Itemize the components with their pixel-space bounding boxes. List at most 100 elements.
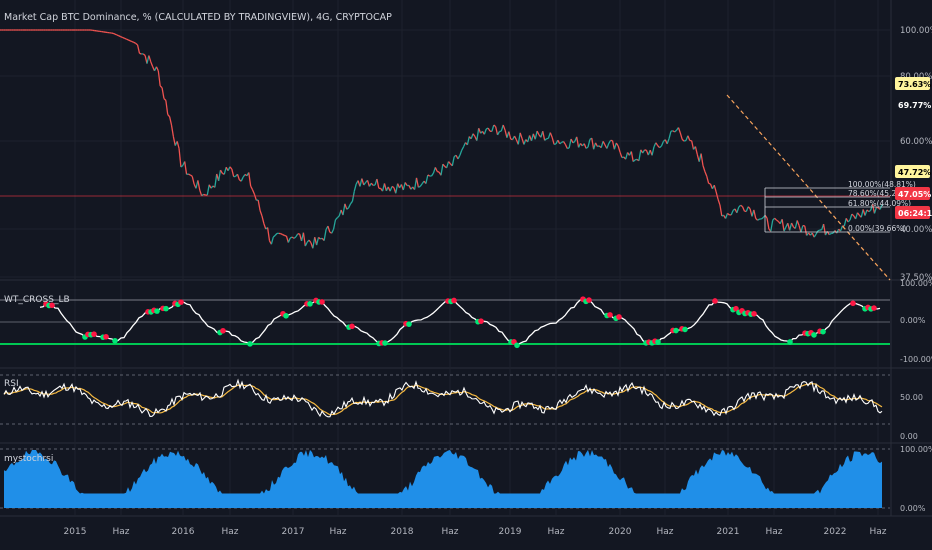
price-candle xyxy=(483,128,487,135)
price-candle xyxy=(485,127,489,130)
time-axis-label: Haz xyxy=(869,527,886,537)
price-candle xyxy=(418,185,421,188)
price-candle xyxy=(576,136,580,148)
price-candle xyxy=(504,130,508,138)
wt-buy-dot xyxy=(247,341,253,347)
time-axis-label: Haz xyxy=(656,527,673,537)
symbol-title[interactable]: Market Cap BTC Dominance, % (CALCULATED … xyxy=(4,12,392,23)
price-candle xyxy=(442,163,446,167)
indicator-label-wt[interactable]: WT_CROSS_LB xyxy=(4,295,70,305)
price-candle xyxy=(184,161,188,175)
price-candle xyxy=(783,226,787,232)
wt-sell-dot xyxy=(451,297,457,304)
wt-buy-dot xyxy=(655,339,661,345)
price-tag: 47.72% xyxy=(898,168,931,177)
price-candle xyxy=(822,223,827,236)
price-candle xyxy=(191,176,195,185)
time-axis-label: Haz xyxy=(765,527,782,537)
wt-buy-dot xyxy=(163,305,169,312)
price-candle xyxy=(666,138,670,145)
price-candle xyxy=(854,212,859,220)
price-candle xyxy=(513,135,517,140)
price-candle xyxy=(597,145,600,148)
price-candle xyxy=(708,182,711,185)
price-candle xyxy=(476,128,480,141)
price-candle xyxy=(839,225,844,232)
price-candle xyxy=(348,203,352,208)
price-candle xyxy=(851,213,855,217)
price-candle xyxy=(425,174,429,184)
price-candle xyxy=(363,182,367,186)
price-candle xyxy=(655,142,659,147)
stoch-area xyxy=(4,450,882,508)
price-candle xyxy=(440,164,444,176)
price-candle xyxy=(188,173,191,176)
price-candle xyxy=(432,167,436,174)
wt-sell-dot xyxy=(220,327,226,334)
price-candle xyxy=(741,206,746,212)
price-candle xyxy=(600,141,604,148)
wt-buy-dot xyxy=(673,327,679,334)
time-axis-label: 2020 xyxy=(609,527,632,537)
price-candle xyxy=(745,206,749,212)
price-candle xyxy=(713,184,717,193)
indicator-label-stoch[interactable]: mystochrsi xyxy=(4,454,54,464)
stoch-axis-label: 100.00% xyxy=(900,445,932,454)
time-axis-label: 2021 xyxy=(717,527,740,537)
price-candle xyxy=(866,209,870,213)
wt-buy-dot xyxy=(112,337,118,344)
price-candle xyxy=(700,153,704,166)
price-candle xyxy=(170,124,175,137)
price-candle xyxy=(259,210,263,217)
price-candle xyxy=(632,159,636,163)
price-tag-bg xyxy=(895,165,930,178)
price-candle xyxy=(864,209,868,216)
price-candle xyxy=(272,234,276,238)
indicator-label-rsi[interactable]: RSI xyxy=(4,379,19,389)
price-candle xyxy=(856,212,860,216)
price-candle xyxy=(370,182,374,186)
time-axis-label: 2015 xyxy=(64,527,87,537)
price-candle xyxy=(719,204,723,217)
price-candle xyxy=(770,220,774,232)
price-candle xyxy=(828,232,832,236)
price-candle xyxy=(353,183,357,192)
price-candle xyxy=(263,223,267,230)
price-candle xyxy=(804,225,808,236)
price-candle xyxy=(800,225,804,233)
price-candle xyxy=(608,140,612,144)
price-candle xyxy=(657,145,661,149)
price-candle xyxy=(344,203,348,210)
price-candle xyxy=(274,232,278,236)
price-candle xyxy=(199,190,203,196)
price-candle xyxy=(651,146,655,156)
price-candle xyxy=(470,133,474,139)
price-candle xyxy=(677,127,681,134)
price-candle xyxy=(617,145,621,153)
price-candle xyxy=(570,138,574,144)
price-candle xyxy=(871,204,876,214)
price-candle xyxy=(437,170,440,173)
price-candle xyxy=(163,98,167,101)
price-candle xyxy=(508,131,512,140)
price-candle xyxy=(587,139,591,148)
price-candle xyxy=(694,146,698,155)
price-candle xyxy=(679,132,683,140)
wt-axis-label: 100.00% xyxy=(900,279,932,288)
price-tag-bg xyxy=(895,187,930,200)
price-tag-bg xyxy=(895,206,930,219)
fib-level-label: 100.00%(48.81%) xyxy=(848,180,916,189)
price-candle xyxy=(376,178,380,189)
price-candle xyxy=(157,70,161,86)
price-candle xyxy=(660,141,664,147)
wt-sell-dot xyxy=(871,305,877,311)
price-candle xyxy=(161,87,165,99)
price-candle xyxy=(562,141,566,145)
price-candle xyxy=(346,207,350,210)
fib-level-label: 0.00%(39.66%) xyxy=(848,224,906,233)
price-candle xyxy=(395,183,399,194)
price-candle xyxy=(755,217,759,221)
price-candle xyxy=(124,37,127,40)
price-candle xyxy=(402,182,406,191)
